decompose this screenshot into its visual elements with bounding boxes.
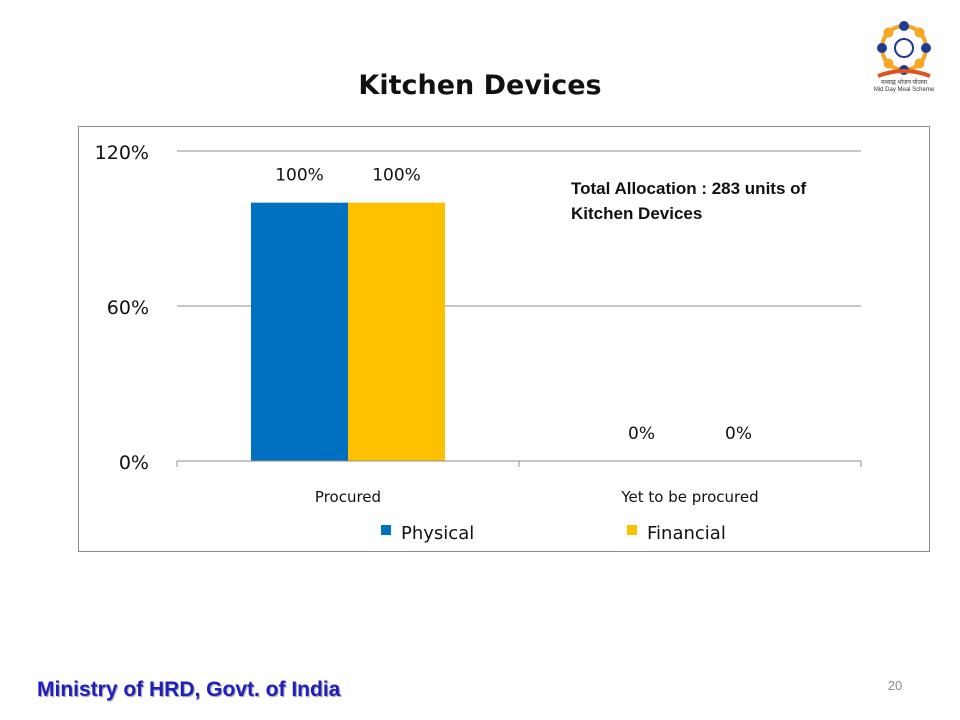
data-label: 0% [725, 424, 752, 444]
chart-area: 0% 60% 120% 100% 100% Procured 0% 0% Yet to be p… [78, 126, 930, 552]
logo-caption-english: Mid Day Meal Scheme [873, 87, 935, 93]
legend-label-physical: Physical [401, 523, 474, 544]
mdm-logo-icon [877, 21, 931, 78]
legend-swatch-physical [381, 525, 391, 535]
data-label: 100% [372, 166, 421, 186]
legend-label-financial: Financial [647, 523, 726, 544]
legend-swatch-financial [627, 525, 637, 535]
bar-chart: 0% 60% 120% 100% 100% Procured 0% 0% Yet to be p… [95, 142, 862, 544]
data-label: 0% [628, 424, 655, 444]
y-tick-label: 60% [107, 297, 149, 319]
logo-caption-hindi: मध्याह्न भोजन योजना [881, 80, 927, 86]
page-number: 20 [887, 678, 903, 693]
y-tick-label: 0% [119, 452, 149, 474]
bar-physical-1 [251, 202, 348, 461]
data-label: 100% [275, 166, 324, 186]
y-tick-label: 120% [95, 142, 149, 164]
allocation-annotation-line-1: Total Allocation : 283 units of [571, 179, 807, 198]
bar-financial-1 [348, 202, 445, 461]
allocation-annotation-line-2: Kitchen Devices [571, 204, 702, 223]
category-label: Procured [315, 488, 381, 506]
footer-organization: Ministry of HRD, Govt. of India [37, 678, 341, 701]
category-label: Yet to be procured [620, 488, 758, 506]
chart-title: Kitchen Devices [358, 70, 602, 101]
